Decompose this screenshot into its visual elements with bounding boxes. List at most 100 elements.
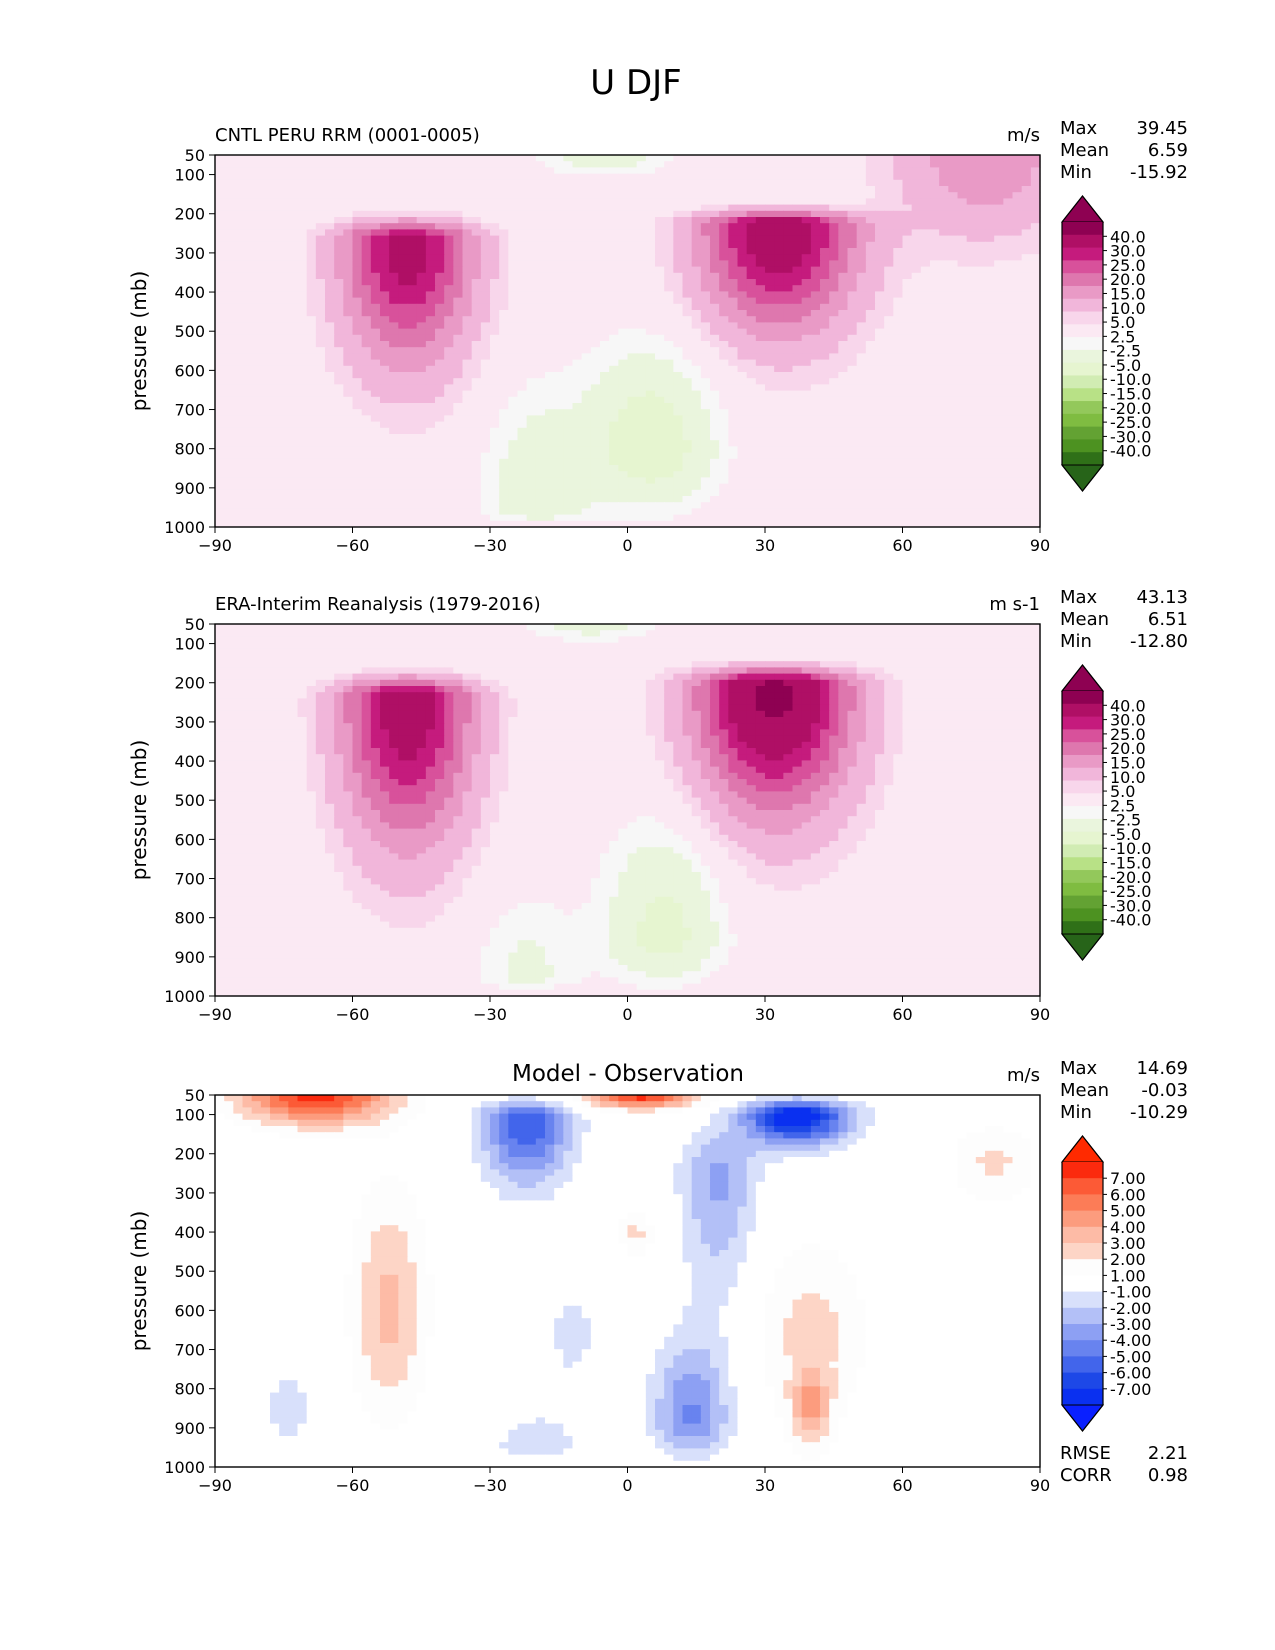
contour-cell [783, 285, 794, 292]
contour-cell [325, 235, 335, 243]
contour-cell [380, 179, 390, 187]
contour-cell [526, 334, 537, 342]
contour-cell [829, 297, 839, 305]
contour-cell [370, 409, 381, 416]
contour-cell [691, 322, 702, 330]
contour-cell [682, 403, 693, 410]
contour-cell [691, 347, 702, 354]
contour-cell [783, 465, 794, 472]
contour-cell [783, 254, 794, 261]
contour-cell [444, 198, 454, 206]
contour-cell [939, 204, 949, 212]
contour-cell [810, 452, 821, 460]
contour-cell [994, 198, 1004, 206]
contour-cell [801, 186, 812, 193]
contour-cell [215, 241, 225, 249]
contour-cell [545, 471, 555, 478]
contour-cell [535, 303, 546, 311]
contour-cell [847, 458, 858, 466]
contour-cell [755, 260, 766, 268]
contour-cell [480, 347, 491, 354]
contour-cell [911, 477, 922, 485]
contour-cell [829, 446, 839, 454]
contour-cell [600, 446, 610, 454]
contour-cell [242, 266, 253, 274]
contour-cell [270, 496, 280, 503]
contour-cell [315, 217, 326, 224]
contour-cell [1021, 285, 1032, 292]
contour-cell [1021, 254, 1032, 261]
contour-cell [343, 341, 354, 348]
contour-cell [416, 341, 427, 348]
contour-cell [416, 192, 427, 199]
contour-cell [957, 161, 968, 168]
contour-cell [389, 204, 399, 212]
contour-cell [920, 266, 931, 274]
contour-cell [526, 384, 537, 392]
contour-cell [306, 297, 317, 305]
contour-cell [581, 465, 592, 472]
contour-cell [425, 452, 436, 460]
contour-cell [270, 272, 280, 280]
contour-cell [233, 266, 244, 274]
contour-cell [810, 372, 821, 379]
contour-cell [343, 229, 354, 237]
contour-cell [838, 254, 849, 261]
contour-cell [645, 235, 656, 243]
contour-cell [673, 316, 684, 323]
contour-cell [224, 396, 234, 404]
contour-cell [535, 421, 546, 429]
contour-cell [554, 483, 564, 491]
contour-cell [215, 440, 225, 447]
contour-cell [526, 217, 537, 224]
contour-cell [737, 167, 748, 175]
contour-cell [627, 204, 638, 212]
contour-cell [453, 179, 464, 187]
contour-cell [535, 229, 546, 237]
contour-cell [829, 217, 839, 224]
contour-cell [370, 471, 381, 478]
contour-cell [526, 210, 537, 218]
contour-cell [710, 489, 720, 497]
contour-cell [462, 353, 473, 361]
contour-cell [563, 434, 574, 441]
contour-cell [526, 223, 537, 230]
contour-cell [233, 415, 244, 423]
contour-cell [1012, 223, 1023, 230]
contour-cell [792, 390, 803, 398]
contour-cell [746, 279, 757, 286]
contour-cell [609, 384, 619, 392]
contour-cell [655, 452, 665, 460]
contour-cell [242, 427, 253, 435]
contour-cell [655, 409, 665, 416]
contour-cell [563, 303, 574, 311]
contour-cell [902, 316, 913, 323]
contour-cell [801, 359, 812, 367]
contour-cell [416, 322, 427, 330]
contour-cell [480, 217, 491, 224]
contour-cell [865, 241, 876, 249]
contour-cell [471, 223, 482, 230]
contour-cell [279, 291, 289, 299]
contour-cell [810, 378, 821, 385]
contour-cell [755, 353, 766, 361]
contour-cell [444, 434, 454, 441]
contour-cell [902, 285, 913, 292]
contour-cell [902, 465, 913, 472]
contour-cell [554, 421, 564, 429]
contour-cell [1030, 334, 1041, 342]
contour-cell [572, 210, 583, 218]
contour-cell [737, 173, 748, 181]
contour-cell [673, 167, 684, 175]
contour-cell [710, 390, 720, 398]
contour-cell [728, 279, 739, 286]
contour-cell [490, 241, 500, 249]
contour-cell [700, 217, 711, 224]
contour-cell [774, 458, 784, 466]
contour-cell [911, 310, 922, 317]
contour-cell [315, 179, 326, 187]
contour-cell [306, 403, 317, 410]
contour-cell [416, 297, 427, 305]
contour-cell [315, 483, 326, 491]
contour-cell [535, 471, 546, 478]
